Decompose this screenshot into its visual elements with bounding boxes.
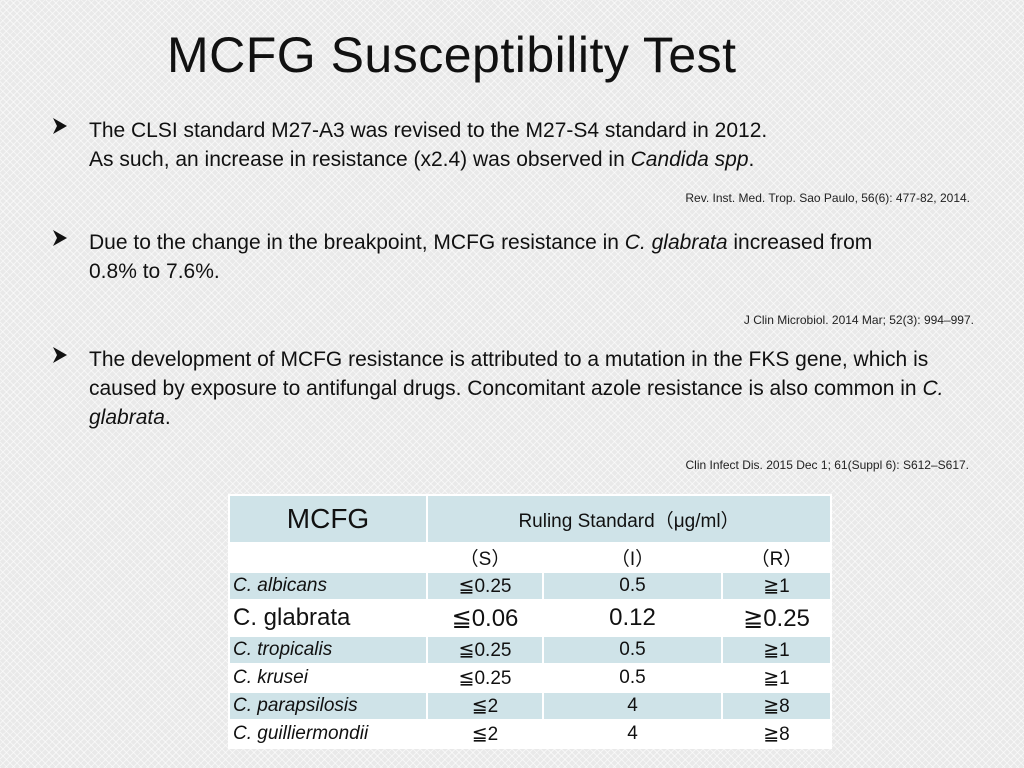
species-cell: C. guilliermondii <box>228 719 428 749</box>
table-row: C. albicans ≦0.25 0.5 ≧1 <box>228 571 832 601</box>
ruling-standard-header: Ruling Standard（μg/ml） <box>426 494 832 544</box>
bullet-text: The development of MCFG resistance is at… <box>89 348 944 429</box>
table-cell: ≦0.25 <box>426 571 544 601</box>
column-header-i: （I） <box>542 542 723 573</box>
bullet-text: Due to the change in the breakpoint, MCF… <box>89 231 873 283</box>
table-cell: ≧1 <box>721 571 832 601</box>
column-header-r: （R） <box>721 542 832 573</box>
table-cell: 0.5 <box>542 571 723 601</box>
table-cell: ≦2 <box>426 719 544 749</box>
table-cell: 0.5 <box>542 635 723 665</box>
italic-term: C. glabrata <box>89 377 944 429</box>
table-row: C. glabrata ≦0.06 0.12 ≧0.25 <box>228 599 832 637</box>
susceptibility-table: MCFG Ruling Standard（μg/ml） （S） （I） （R） … <box>228 494 832 749</box>
species-cell: C. krusei <box>228 663 428 693</box>
arrow-bullet-icon <box>53 230 67 246</box>
species-cell: C. albicans <box>228 571 428 601</box>
reference-citation: J Clin Microbiol. 2014 Mar; 52(3): 994–9… <box>743 313 974 327</box>
table-cell: ≦0.25 <box>426 663 544 693</box>
table-cell: 0.12 <box>542 599 723 637</box>
arrow-bullet-icon <box>53 347 67 363</box>
bullet-item: Due to the change in the breakpoint, MCF… <box>52 228 952 286</box>
reference-citation: Rev. Inst. Med. Trop. Sao Paulo, 56(6): … <box>685 191 970 205</box>
table-cell: ≧8 <box>721 691 832 721</box>
table-cell <box>228 542 428 573</box>
table-cell: ≧1 <box>721 635 832 665</box>
italic-term: Candida spp <box>630 148 749 171</box>
bullet-line: As such, an increase in resistance (x2.4… <box>89 148 631 171</box>
table-header-row: MCFG Ruling Standard（μg/ml） <box>228 494 832 544</box>
bullet-item: The CLSI standard M27-A3 was revised to … <box>52 116 952 174</box>
table-row: C. parapsilosis ≦2 4 ≧8 <box>228 691 832 721</box>
arrow-bullet-icon <box>53 118 67 134</box>
species-cell: C. tropicalis <box>228 635 428 665</box>
table-cell: 4 <box>542 719 723 749</box>
species-cell: C. parapsilosis <box>228 691 428 721</box>
bullet-item: The development of MCFG resistance is at… <box>52 345 952 432</box>
table-cell: ≦0.25 <box>426 635 544 665</box>
table-cell: 0.5 <box>542 663 723 693</box>
table-cell: ≦2 <box>426 691 544 721</box>
table-cell: ≧0.25 <box>721 599 832 637</box>
table-cell: 4 <box>542 691 723 721</box>
reference-citation: Clin Infect Dis. 2015 Dec 1; 61(Suppl 6)… <box>685 458 970 472</box>
bullet-line: The CLSI standard M27-A3 was revised to … <box>89 119 768 142</box>
column-header-s: （S） <box>426 542 544 573</box>
table-cell: ≧8 <box>721 719 832 749</box>
table-cell: ≧1 <box>721 663 832 693</box>
bullet-text: The CLSI standard M27-A3 was revised to … <box>89 119 768 171</box>
drug-label: MCFG <box>228 494 428 544</box>
slide-title: MCFG Susceptibility Test <box>167 27 737 83</box>
table-row: C. guilliermondii ≦2 4 ≧8 <box>228 719 832 749</box>
table-row: C. krusei ≦0.25 0.5 ≧1 <box>228 663 832 693</box>
table-row: C. tropicalis ≦0.25 0.5 ≧1 <box>228 635 832 665</box>
species-cell: C. glabrata <box>228 599 428 637</box>
table-cell: ≦0.06 <box>426 599 544 637</box>
italic-term: C. glabrata <box>624 231 728 254</box>
table-subheader-row: （S） （I） （R） <box>228 542 832 573</box>
